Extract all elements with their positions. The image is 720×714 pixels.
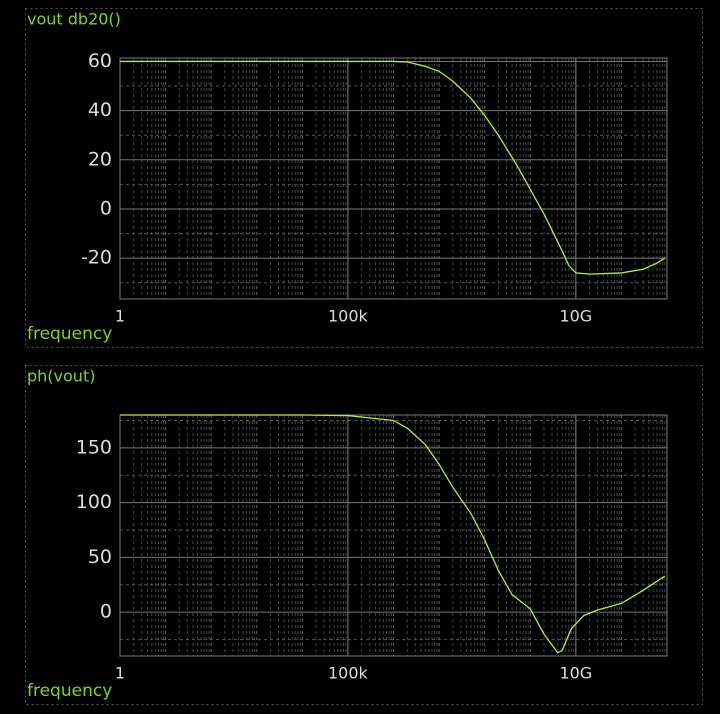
y-tick-label: 150: [76, 436, 112, 458]
x-tick-label: 1: [115, 307, 125, 326]
y-tick-label: 0: [100, 197, 112, 219]
plot-frame: [119, 414, 668, 657]
x-axis-label: frequency: [27, 324, 112, 344]
x-tick-label: 10G: [559, 664, 592, 683]
panel-border: [25, 8, 703, 348]
y-tick-label: 0: [100, 601, 112, 623]
chart-title: ph(vout): [27, 367, 95, 386]
x-tick-label: 1: [115, 664, 125, 683]
y-tick-label: 50: [88, 546, 112, 568]
y-tick-label: 100: [76, 491, 112, 513]
y-tick-label: 40: [88, 99, 112, 121]
x-tick-label: 100k: [328, 307, 369, 326]
chart-title: vout db20(): [27, 10, 121, 29]
x-tick-label: 10G: [559, 307, 592, 326]
y-tick-label: 20: [88, 148, 112, 170]
trace: [120, 60, 666, 275]
panel-border: [25, 365, 703, 705]
x-tick-label: 100k: [328, 664, 369, 683]
y-tick-label: -20: [81, 247, 112, 269]
x-axis-label: frequency: [27, 681, 112, 701]
plot-frame: [119, 57, 668, 300]
y-tick-label: 60: [88, 50, 112, 72]
trace: [120, 414, 666, 654]
